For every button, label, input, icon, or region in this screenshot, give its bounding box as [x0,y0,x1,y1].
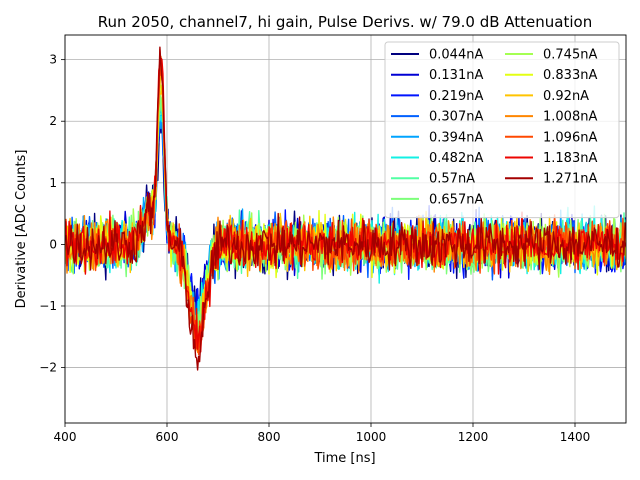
y-axis-label: Derivative [ADC Counts] [14,150,29,309]
legend-label: 0.745nA [543,48,597,63]
axes-frame [64,34,627,424]
legend-label: 0.131nA [429,68,483,83]
legend-box [384,41,620,219]
y-tick-label: 2 [49,114,57,128]
y-tick-label: 0 [49,237,57,251]
x-tick-label: 600 [156,430,179,444]
legend-label: 0.833nA [543,68,597,83]
series-group [65,46,626,371]
legend-label: 0.219nA [429,89,483,104]
legend-label: 1.271nA [543,172,597,187]
x-tick-label: 800 [258,430,281,444]
series-line-1.271nA [65,46,626,371]
legend-label: 1.096nA [543,130,597,145]
legend: 0.044nA 0.131nA 0.219nA 0.307nA 0.394nA 0.482… [384,41,620,219]
legend-label: 0.394nA [429,130,483,145]
y-tick-label: −2 [39,361,57,375]
legend-label: 1.008nA [543,110,597,125]
legend-label: 0.92nA [543,89,589,104]
legend-label: 0.657nA [429,192,483,207]
legend-label: 0.482nA [429,151,483,166]
y-tick-label: 3 [49,53,57,67]
legend-label: 0.57nA [429,172,475,187]
x-axis-ticks: 400 600 800 1000 1200 1400 [54,423,591,444]
y-axis-ticks: −2 −1 0 1 2 3 [39,53,65,375]
x-tick-label: 1400 [560,430,591,444]
legend-label: 0.044nA [429,48,483,63]
y-tick-label: −1 [39,299,57,313]
legend-label: 0.307nA [429,110,483,125]
x-tick-label: 1200 [458,430,489,444]
x-tick-label: 1000 [356,430,387,444]
x-axis-label: Time [ns] [313,451,375,466]
chart-title: Run 2050, channel7, hi gain, Pulse Deriv… [98,13,592,31]
x-tick-label: 400 [54,430,77,444]
y-tick-label: 1 [49,176,57,190]
legend-label: 1.183nA [543,151,597,166]
